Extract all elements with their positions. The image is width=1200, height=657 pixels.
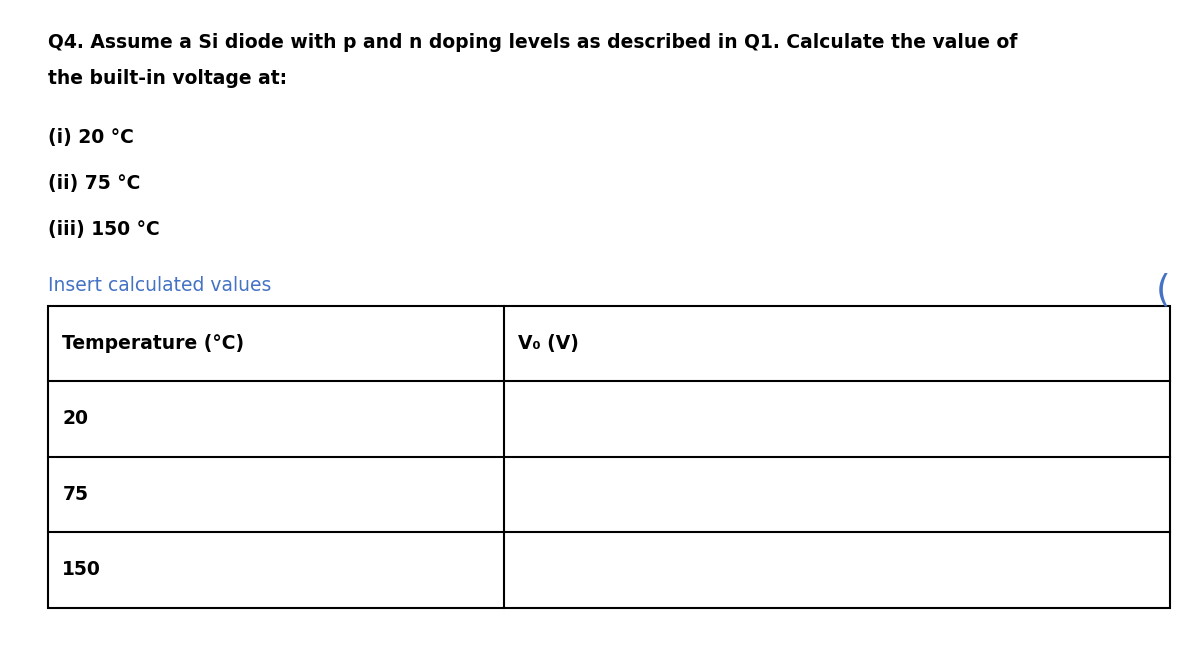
Text: Insert calculated values: Insert calculated values	[48, 276, 271, 295]
Text: Q4. Assume a Si diode with p and n doping levels as described in Q1. Calculate t: Q4. Assume a Si diode with p and n dopin…	[48, 33, 1018, 52]
Text: (: (	[1156, 273, 1170, 309]
Text: 20: 20	[62, 409, 89, 428]
Text: the built-in voltage at:: the built-in voltage at:	[48, 69, 287, 88]
Text: 150: 150	[62, 560, 101, 579]
Text: (ii) 75 °C: (ii) 75 °C	[48, 174, 140, 193]
FancyBboxPatch shape	[48, 306, 1170, 608]
Text: (i) 20 °C: (i) 20 °C	[48, 128, 134, 147]
Text: Temperature (°C): Temperature (°C)	[62, 334, 245, 353]
Text: (iii) 150 °C: (iii) 150 °C	[48, 220, 160, 239]
Text: V₀ (V): V₀ (V)	[518, 334, 580, 353]
Text: 75: 75	[62, 485, 89, 504]
